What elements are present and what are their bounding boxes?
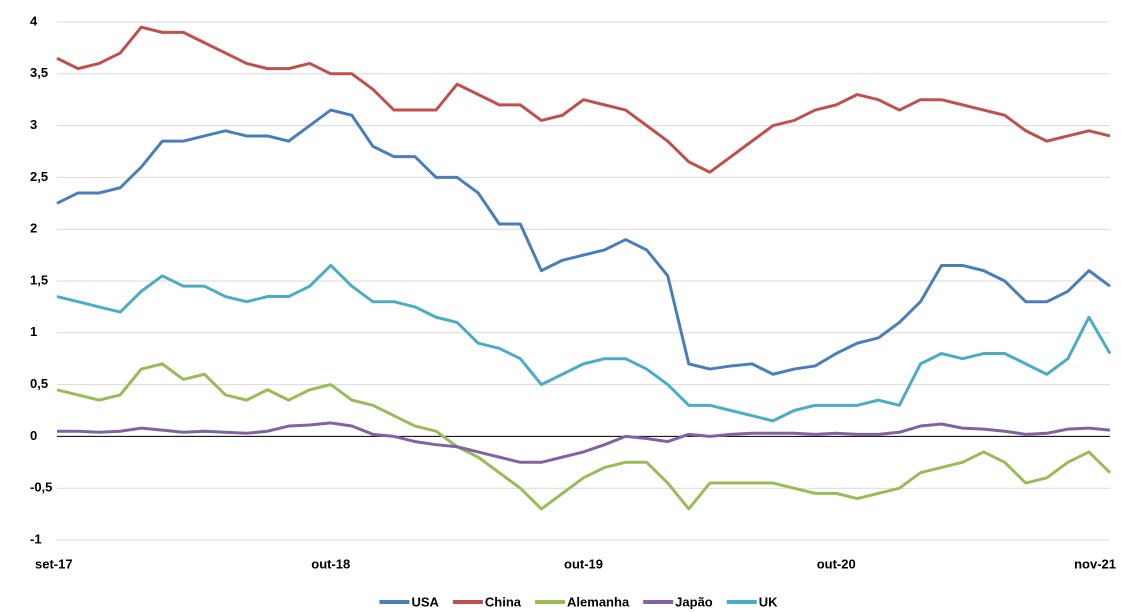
y-tick-label: 4 <box>30 13 38 28</box>
y-tick-label: -1 <box>30 531 42 546</box>
series-line <box>56 108 1111 376</box>
legend-label: UK <box>759 594 778 609</box>
x-tick-label: out-20 <box>817 556 856 571</box>
series-line <box>57 421 1111 464</box>
y-tick-label: 1,5 <box>30 272 48 287</box>
legend-label: USA <box>411 594 439 609</box>
series-line <box>56 362 1112 511</box>
series-line <box>56 263 1112 423</box>
x-tick-label: nov-21 <box>1074 556 1116 571</box>
y-tick-label: 2,5 <box>30 169 48 184</box>
y-tick-label: 3 <box>30 117 37 132</box>
series-line <box>56 25 1111 174</box>
legend-label: Japão <box>675 594 713 609</box>
y-tick-label: 3,5 <box>30 65 48 80</box>
y-tick-label: 2 <box>30 221 37 236</box>
y-tick-label: 0 <box>30 428 37 443</box>
y-tick-label: 0,5 <box>30 376 48 391</box>
legend-label: Alemanha <box>567 594 630 609</box>
y-tick-label: 1 <box>30 324 37 339</box>
x-tick-label: set-17 <box>35 556 73 571</box>
legend: USA China Alemanha Japão UK <box>379 594 778 609</box>
x-tick-label: out-18 <box>311 556 350 571</box>
y-tick-label: -0,5 <box>30 480 52 495</box>
x-tick-label: out-19 <box>564 556 603 571</box>
legend-label: China <box>485 594 522 609</box>
